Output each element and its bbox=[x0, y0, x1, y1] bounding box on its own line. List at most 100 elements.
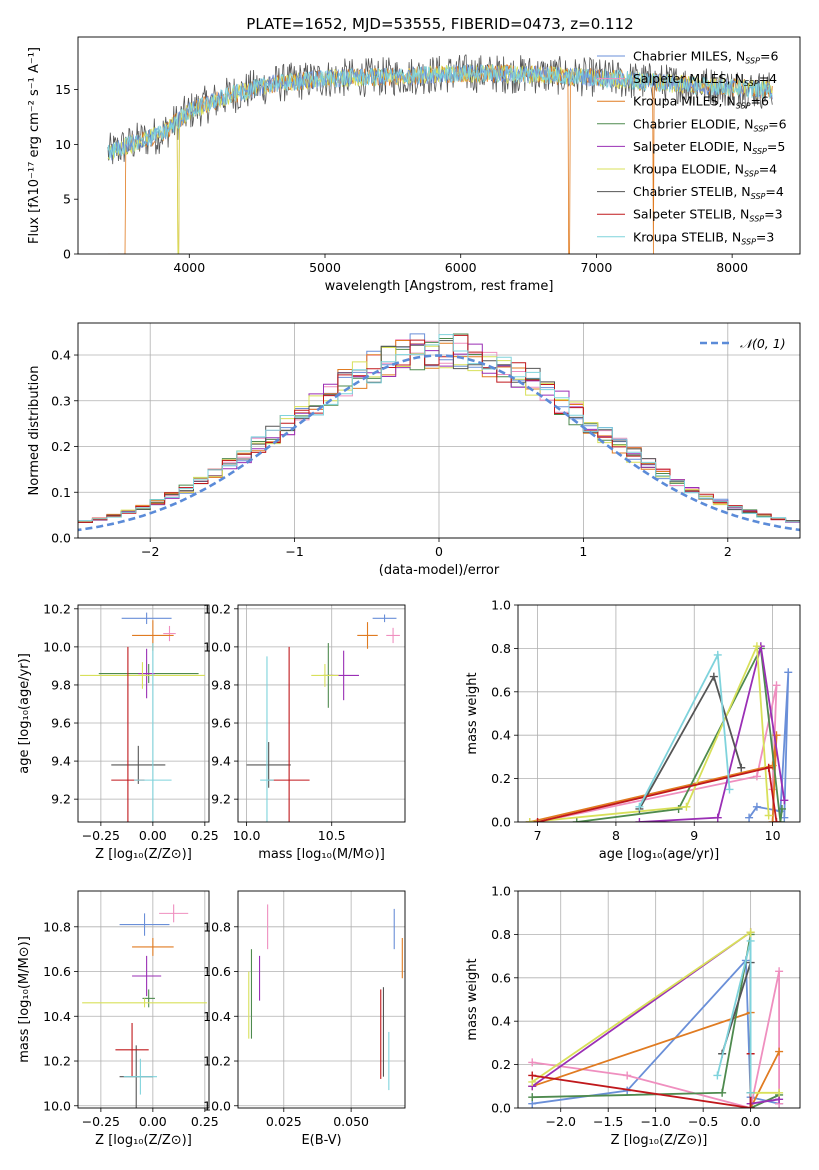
legend-subscript: SSP bbox=[744, 79, 759, 88]
x-tick-label: 0.050 bbox=[333, 1114, 369, 1129]
y-tick-label: 9.2 bbox=[51, 792, 71, 807]
series-marker bbox=[623, 1071, 632, 1080]
series-marker bbox=[713, 650, 722, 659]
y-tick-label: 0 bbox=[63, 247, 71, 262]
y-tick-label: 10.6 bbox=[43, 964, 71, 979]
y-tick-label: 1.0 bbox=[491, 598, 511, 613]
series-marker bbox=[752, 772, 761, 781]
legend-model: Salpeter ELODIE bbox=[633, 139, 735, 154]
axes-frame bbox=[517, 890, 801, 1109]
y-tick-label: 9.4 bbox=[51, 754, 71, 769]
series-marker bbox=[776, 818, 785, 822]
series-marker bbox=[775, 967, 784, 976]
series-marker bbox=[635, 802, 644, 811]
y-tick-label: 10.8 bbox=[203, 919, 231, 934]
y-tick-label: 0.4 bbox=[51, 348, 71, 363]
y-tick-label: 10.2 bbox=[203, 601, 231, 616]
x-axis-label: age [log₁₀(age/yr)] bbox=[599, 847, 720, 862]
legend-entry: Salpeter ELODIE, NSSP=5 bbox=[633, 139, 785, 156]
x-tick-label: 8000 bbox=[716, 260, 748, 275]
legend-n: 3 bbox=[766, 229, 774, 244]
legend-eq: = bbox=[768, 116, 778, 131]
legend-entry: Kroupa STELIB, NSSP=3 bbox=[633, 229, 774, 246]
series-marker bbox=[528, 1093, 537, 1102]
legend-eq: = bbox=[764, 207, 774, 222]
gaussian-curve bbox=[78, 354, 800, 532]
residuals-panel: −2 −1 0 1 2 0.0 0.1 0.2 0.3 0.4 (data-model)/error… bbox=[27, 322, 801, 578]
series-marker bbox=[780, 796, 789, 805]
weight_vs_age-plot-area bbox=[525, 642, 793, 822]
x-tick-label: 1 bbox=[579, 544, 587, 559]
series-marker bbox=[533, 818, 542, 822]
y-tick-label: 15 bbox=[55, 82, 71, 97]
legend-n: 6 bbox=[779, 116, 787, 131]
x-axis-label: E(B-V) bbox=[301, 1133, 341, 1148]
spectrum-line bbox=[107, 64, 773, 254]
series-marker bbox=[682, 802, 691, 811]
weight_vs_Z-panel: −2.0 −1.5 −1.0 −0.5 0.0 0.0 0.2 0.4 0.6 0.8 1.0 Z [… bbox=[465, 884, 801, 1148]
legend-n: 5 bbox=[777, 139, 785, 154]
series-marker bbox=[746, 1104, 755, 1108]
x-axis-label: mass [log₁₀(M/M⊙)] bbox=[258, 847, 385, 862]
mass_vs_Z-panel: −0.25 0.00 0.25 10.0 10.2 10.4 10.6 10.8 Z [log₁… bbox=[17, 890, 219, 1148]
legend-n-prefix: , N bbox=[718, 94, 735, 109]
axes-frame bbox=[237, 890, 406, 1109]
y-tick-label: 0.2 bbox=[51, 439, 71, 454]
x-tick-label: 10.5 bbox=[318, 828, 346, 843]
legend-entry: 𝒩(0, 1) bbox=[740, 336, 786, 351]
x-tick-label: 5000 bbox=[309, 260, 341, 275]
legend-n-prefix: , N bbox=[732, 207, 749, 222]
y-tick-label: 9.8 bbox=[51, 677, 71, 692]
y-tick-label: 0.0 bbox=[491, 815, 511, 830]
series-marker bbox=[674, 804, 683, 813]
y-tick-label: 0.4 bbox=[491, 728, 511, 743]
legend-eq: = bbox=[756, 229, 766, 244]
series-marker bbox=[746, 928, 755, 937]
series-marker bbox=[635, 818, 644, 822]
legend-n: 4 bbox=[769, 71, 777, 86]
x-axis-label: Z [log₁₀(Z/Z⊙)] bbox=[611, 1133, 708, 1148]
series-marker bbox=[764, 811, 773, 820]
series-marker bbox=[718, 1088, 727, 1097]
legend-n-prefix: , N bbox=[735, 139, 752, 154]
y-tick-label: 0.1 bbox=[51, 485, 71, 500]
legend-subscript: SSP bbox=[751, 192, 766, 201]
legend-n-prefix: , N bbox=[724, 229, 741, 244]
x-tick-label: 6000 bbox=[445, 260, 477, 275]
y-axis-label: age [log₁₀(age/yr)] bbox=[17, 653, 32, 774]
legend-subscript: SSP bbox=[753, 124, 768, 133]
legend-entry: Salpeter STELIB, NSSP=3 bbox=[633, 207, 783, 224]
series-marker bbox=[528, 1071, 537, 1080]
x-tick-label: 2 bbox=[724, 544, 732, 559]
legend-n-prefix: , N bbox=[727, 162, 744, 177]
series-marker bbox=[772, 681, 781, 690]
x-tick-label: 9 bbox=[690, 828, 698, 843]
y-tick-label: 10.0 bbox=[43, 1098, 71, 1113]
legend-eq: = bbox=[760, 49, 770, 64]
series-marker bbox=[713, 813, 722, 822]
y-tick-label: 0.4 bbox=[491, 1014, 511, 1029]
legend-model: Chabrier ELODIE bbox=[633, 116, 736, 131]
age_vs_mass-panel: 10.0 10.5 9.2 9.4 9.6 9.8 10.0 10.2 mass [log₁₀(… bbox=[203, 601, 406, 862]
legend-entry: Chabrier STELIB, NSSP=4 bbox=[633, 184, 784, 201]
series-marker bbox=[528, 1058, 537, 1067]
x-axis-label: (data-model)/error bbox=[379, 563, 500, 578]
legend-model: Chabrier MILES bbox=[633, 49, 728, 64]
weight_vs_age-panel: 7 8 9 10 0.0 0.2 0.4 0.6 0.8 1.0 age [log₁₀(age/yr… bbox=[465, 598, 801, 862]
y-tick-label: 0.2 bbox=[491, 771, 511, 786]
histogram-step bbox=[78, 334, 800, 525]
legend-subscript: SSP bbox=[736, 102, 751, 111]
series-marker bbox=[772, 818, 781, 822]
x-tick-label: 0.00 bbox=[139, 828, 167, 843]
x-tick-label: −2 bbox=[141, 544, 159, 559]
legend-model: Kroupa MILES bbox=[633, 94, 719, 109]
legend-subscript: SSP bbox=[745, 57, 760, 66]
age_vs_mass-plot-area bbox=[246, 614, 400, 822]
series-line bbox=[532, 971, 780, 1108]
series-line bbox=[639, 645, 786, 822]
y-tick-label: 1.0 bbox=[491, 884, 511, 899]
x-tick-label: 0.25 bbox=[191, 1114, 219, 1129]
x-tick-label: 4000 bbox=[173, 260, 205, 275]
y-axis-label: mass [log₁₀(M/M⊙)] bbox=[17, 936, 32, 1063]
